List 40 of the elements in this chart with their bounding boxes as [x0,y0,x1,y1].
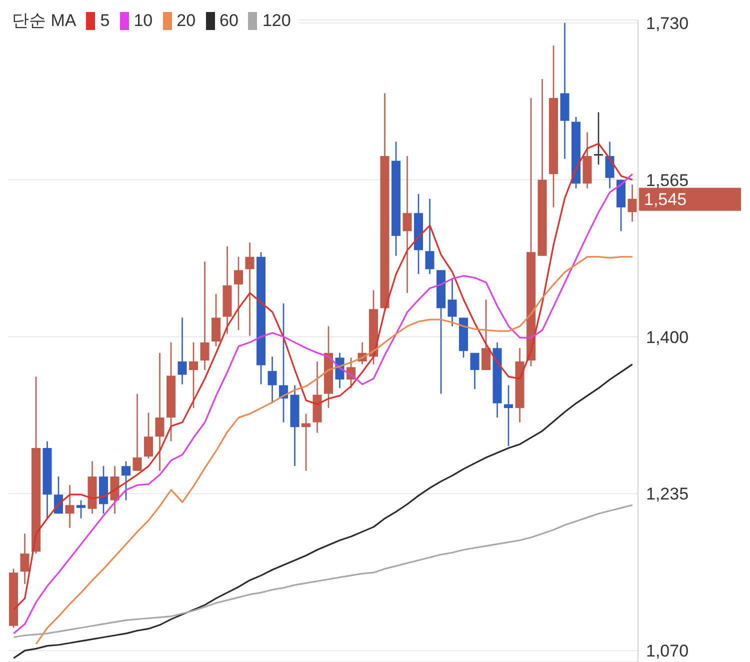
candlestick [65,484,74,529]
candlestick [302,413,310,472]
candlestick [234,256,243,331]
candlestick [144,412,153,460]
legend-label: 120 [262,10,291,30]
y-tick-label: 1,070 [646,642,689,661]
legend-label: 60 [220,10,238,30]
line-series [12,504,634,638]
legend-label: 10 [134,10,153,30]
candlestick [482,298,490,371]
y-tick-label: 1,565 [646,170,689,190]
candlestick [76,500,86,520]
line-series [12,364,634,659]
candlestick [132,393,142,472]
candlestick [212,293,220,347]
legend-title: 단순 MA [12,10,76,32]
candlestick [178,317,187,385]
candlestick [268,356,277,404]
candlestick [122,460,130,501]
candlestick [628,184,637,222]
legend-label: 5 [100,10,110,30]
candlestick [200,260,210,371]
legend-label: 20 [176,10,196,30]
candlestick [155,352,164,472]
candlestick [594,112,603,166]
candlestick [189,342,198,409]
y-tick-label: 1,730 [646,14,689,33]
y-tick-label: 1,235 [646,484,689,504]
candlestick [245,242,254,336]
candlestick [425,198,434,275]
y-tick-label: 1,400 [646,328,689,347]
line-series [35,256,634,645]
candlestick [605,141,614,189]
candlestick [402,155,412,294]
candlestick [504,384,513,447]
candlestick [110,465,120,514]
candlestick [20,532,30,585]
candlestick [448,278,457,327]
candlestick [470,352,480,390]
text: 1,545 [644,190,687,209]
